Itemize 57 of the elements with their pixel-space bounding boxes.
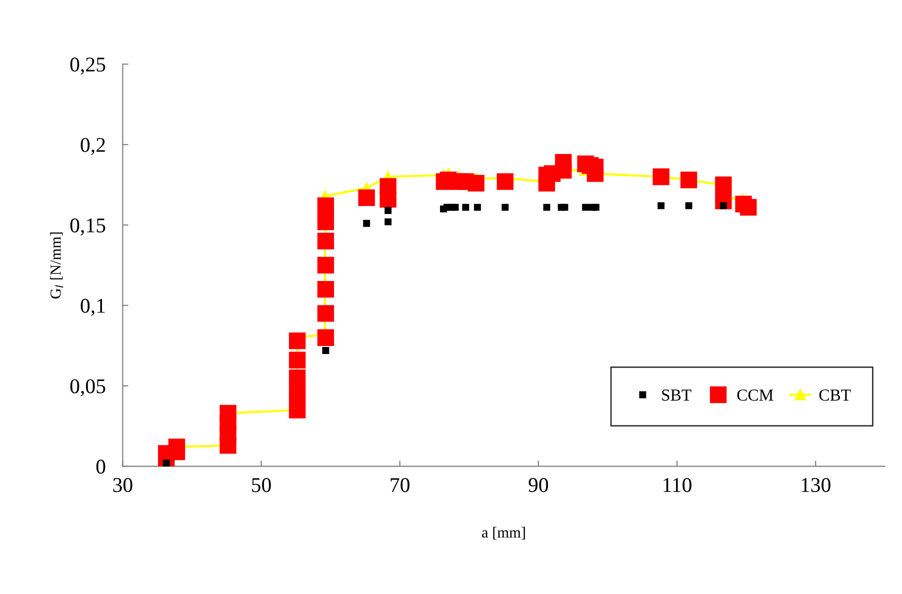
x-tick-label: 30 bbox=[113, 478, 132, 492]
y-tick-label: 0,2 bbox=[80, 138, 105, 156]
y-tick-label: 0,1 bbox=[80, 298, 105, 316]
point bbox=[168, 438, 186, 456]
point bbox=[740, 198, 757, 216]
point bbox=[715, 176, 732, 194]
point bbox=[555, 154, 572, 171]
point bbox=[502, 204, 509, 211]
point bbox=[317, 213, 334, 230]
point bbox=[658, 202, 665, 210]
point bbox=[496, 173, 514, 190]
point bbox=[317, 305, 334, 322]
point bbox=[288, 386, 306, 402]
point bbox=[680, 172, 698, 188]
point bbox=[582, 204, 589, 211]
point bbox=[162, 460, 170, 466]
point bbox=[317, 256, 334, 274]
point bbox=[384, 207, 392, 214]
point bbox=[288, 369, 306, 386]
point bbox=[317, 281, 334, 298]
point bbox=[586, 158, 604, 176]
point bbox=[468, 174, 484, 192]
point bbox=[474, 204, 481, 211]
y-axis-title: G$_{I}$ [N/mm] bbox=[50, 232, 64, 299]
y-tick-label: 0,15 bbox=[70, 218, 106, 236]
x-tick-label: 70 bbox=[390, 478, 410, 492]
point bbox=[322, 347, 330, 354]
y-tick-label: 0,25 bbox=[70, 58, 106, 75]
x-tick-label: 130 bbox=[802, 478, 830, 492]
legend-label: CCM bbox=[737, 390, 774, 401]
point bbox=[561, 204, 568, 211]
point bbox=[288, 332, 306, 350]
point bbox=[592, 204, 600, 211]
point bbox=[288, 402, 306, 418]
point bbox=[380, 178, 396, 195]
point bbox=[363, 220, 370, 227]
x-tick-label: 50 bbox=[252, 478, 271, 492]
x-tick-label: 90 bbox=[528, 478, 548, 492]
point bbox=[358, 189, 375, 206]
point bbox=[543, 204, 550, 211]
x-axis-title: a [mm] bbox=[482, 526, 525, 540]
x-tick-label: 110 bbox=[664, 478, 692, 492]
point bbox=[685, 202, 692, 210]
legend-label: CBT bbox=[819, 390, 851, 401]
point bbox=[452, 204, 459, 211]
legend-label: SBT bbox=[662, 390, 692, 401]
point bbox=[288, 352, 306, 368]
point bbox=[384, 218, 392, 226]
point bbox=[720, 202, 727, 210]
point bbox=[220, 404, 236, 422]
point bbox=[317, 232, 334, 250]
point bbox=[462, 204, 470, 211]
point bbox=[317, 197, 334, 214]
point bbox=[652, 168, 670, 186]
y-tick-label: 0 bbox=[96, 460, 106, 474]
point bbox=[317, 329, 334, 346]
y-tick-label: 0,05 bbox=[70, 379, 106, 396]
